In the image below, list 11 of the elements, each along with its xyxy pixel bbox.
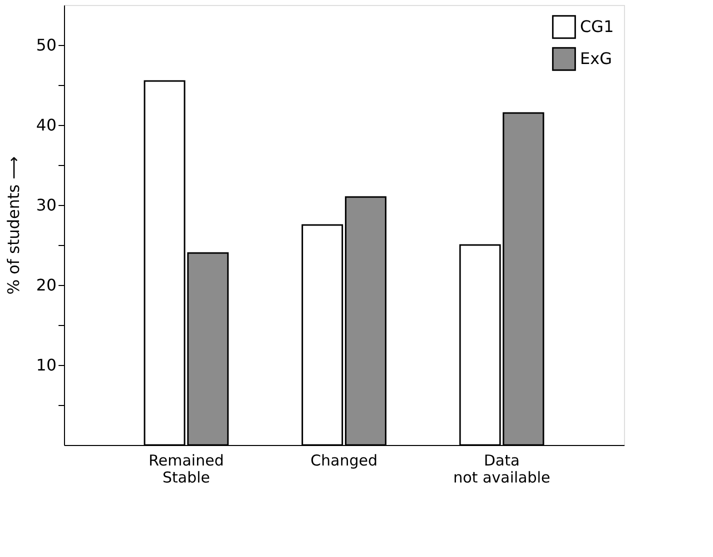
x-tick-label: Changed [310,452,378,470]
x-tick-label: Remained Stable [148,452,224,486]
y-axis-title: % of students ⟶ [4,156,24,295]
legend-label: ExG [580,49,612,68]
y-tick-label: 20 [36,276,56,294]
legend-label: CG1 [580,17,614,36]
y-tick-label: 30 [36,196,56,214]
y-tick-label: 50 [36,36,56,54]
y-tick-label: 10 [36,356,56,374]
x-tick-label: Data not available [453,452,550,486]
y-tick-label: 40 [36,116,56,134]
